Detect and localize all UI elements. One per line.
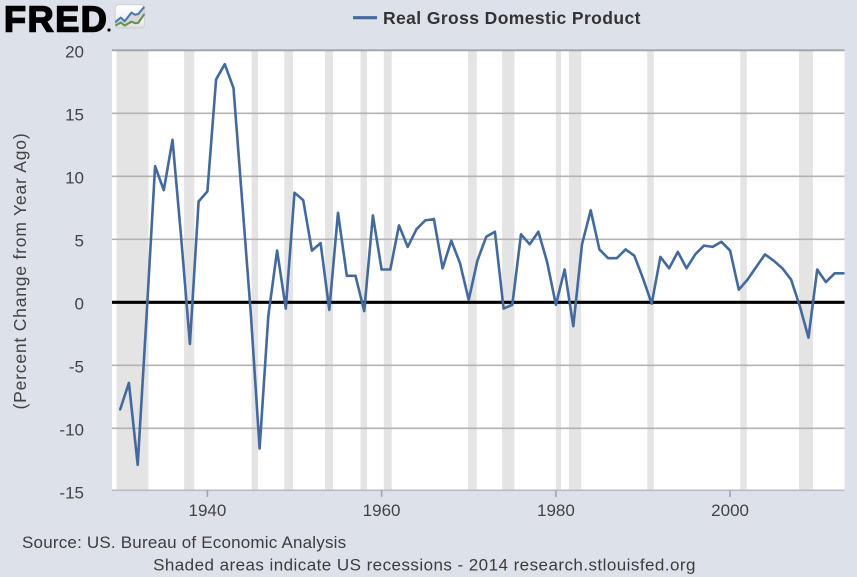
svg-text:20: 20 xyxy=(65,42,84,61)
svg-text:1960: 1960 xyxy=(363,501,401,520)
svg-text:15: 15 xyxy=(65,105,84,124)
svg-text:Real Gross Domestic Product: Real Gross Domestic Product xyxy=(383,8,641,28)
svg-text:(Percent Change from Year Ago): (Percent Change from Year Ago) xyxy=(10,133,30,410)
svg-text:1980: 1980 xyxy=(537,501,575,520)
svg-text:FRED: FRED xyxy=(4,0,108,40)
svg-text:-15: -15 xyxy=(59,483,84,502)
svg-text:10: 10 xyxy=(65,168,84,187)
svg-text:-5: -5 xyxy=(69,357,84,376)
svg-text:1940: 1940 xyxy=(188,501,226,520)
svg-text:0: 0 xyxy=(75,294,84,313)
svg-text:Shaded areas indicate US reces: Shaded areas indicate US recessions - 20… xyxy=(153,556,696,575)
svg-text:Source: US. Bureau of Economic: Source: US. Bureau of Economic Analysis xyxy=(22,533,346,552)
svg-text:5: 5 xyxy=(75,231,84,250)
svg-text:-10: -10 xyxy=(59,420,84,439)
svg-text:2000: 2000 xyxy=(711,501,749,520)
